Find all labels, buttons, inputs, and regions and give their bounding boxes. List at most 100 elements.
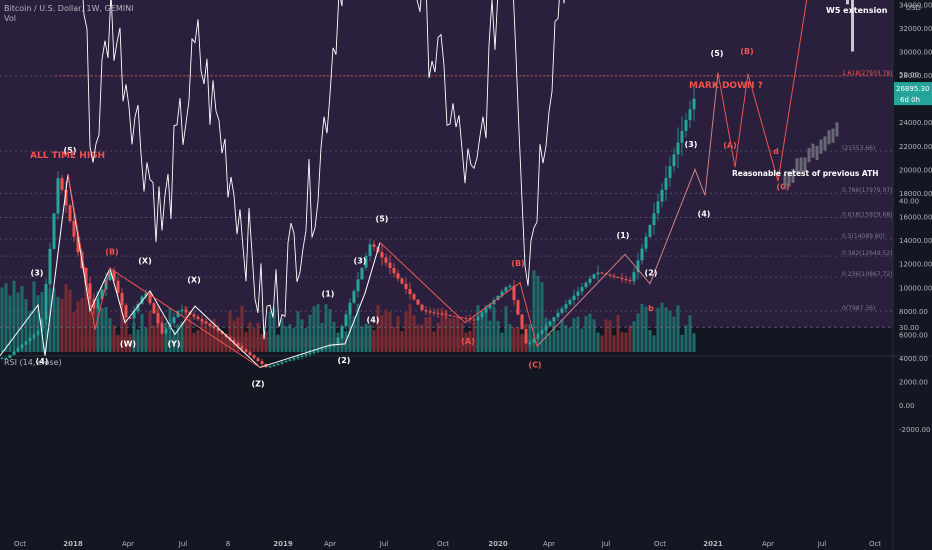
candle-body — [676, 142, 680, 155]
price-tick-label: 24000.00 — [899, 119, 932, 127]
candle-body — [624, 278, 628, 281]
candle-body — [664, 177, 668, 190]
candle-body — [100, 289, 104, 300]
candle-body — [480, 312, 484, 317]
projection-candle — [846, 0, 849, 5]
candle-body — [484, 308, 488, 313]
candle-body — [180, 309, 184, 312]
volume-bar — [664, 307, 668, 352]
volume-bar — [216, 324, 220, 352]
volume-bar — [368, 324, 372, 352]
candle-body — [656, 201, 660, 214]
candle-body — [44, 284, 48, 320]
price-tick-label: 22000.00 — [899, 143, 932, 151]
volume-bar — [516, 327, 520, 352]
volume-bar — [536, 275, 540, 352]
volume-bar — [220, 334, 224, 352]
candle-body — [128, 317, 132, 319]
wave-label: (4) — [698, 210, 711, 219]
candle-body — [508, 285, 512, 288]
rsi-band — [0, 0, 893, 328]
volume-bar — [352, 316, 356, 352]
candle-body — [476, 316, 480, 321]
volume-bar — [472, 323, 476, 352]
volume-bar — [456, 315, 460, 352]
x-tick-label: Oct — [869, 540, 881, 548]
candle-body — [344, 314, 348, 327]
volume-bar — [164, 322, 168, 352]
rsi-tick-label: 30.00 — [899, 324, 919, 332]
volume-bar — [196, 330, 200, 352]
candle-body — [72, 220, 76, 237]
volume-bar — [188, 316, 192, 352]
candle-body — [528, 342, 532, 344]
volume-bar — [416, 324, 420, 352]
candle-body — [652, 213, 656, 226]
candle-body — [520, 314, 524, 330]
candle-body — [184, 309, 188, 313]
candle-body — [368, 244, 372, 257]
volume-bar — [144, 327, 148, 352]
annotation-mark-down: MARK DOWN ? — [689, 81, 763, 91]
volume-bar — [588, 313, 592, 352]
volume-bar — [488, 320, 492, 352]
candle-body — [116, 280, 120, 293]
volume-bar — [572, 318, 576, 352]
volume-bar — [548, 333, 552, 352]
volume-bar — [292, 327, 296, 352]
candle-body — [292, 358, 296, 360]
volume-bar — [204, 327, 208, 352]
volume-bar — [84, 280, 88, 352]
wave-line-projection — [717, 0, 808, 182]
volume-bar — [148, 311, 152, 352]
candle-body — [108, 270, 112, 281]
candle-body — [416, 299, 420, 305]
wave-line-red — [379, 242, 538, 347]
candle-body — [260, 361, 264, 365]
candle-body — [680, 130, 684, 143]
candle-body — [572, 295, 576, 300]
volume-bar — [688, 315, 692, 352]
volume-bar — [92, 308, 96, 352]
candle-body — [516, 300, 520, 315]
candle-body — [76, 236, 80, 253]
volume-bar — [44, 300, 48, 352]
volume-bar — [324, 304, 328, 352]
wave-label: (W) — [120, 339, 136, 348]
volume-bar — [540, 282, 544, 352]
projection-candle — [835, 122, 839, 137]
volume-bar — [508, 324, 512, 352]
volume-bar — [108, 318, 112, 352]
candle-body — [464, 318, 468, 320]
projection-candle — [815, 145, 819, 161]
volume-bar — [432, 331, 436, 352]
candle-body — [356, 279, 360, 292]
volume-bar — [528, 324, 532, 352]
candle-body — [548, 321, 552, 326]
price-tick-label: 16000.00 — [899, 214, 932, 222]
volume-bar — [632, 321, 636, 352]
candle-body — [672, 154, 676, 167]
volume-label: Vol — [4, 14, 16, 23]
x-tick-label: Apr — [122, 540, 134, 548]
candle-body — [320, 348, 324, 350]
volume-bar — [600, 335, 604, 352]
volume-bar — [288, 324, 292, 352]
wave-label: (B) — [740, 47, 753, 56]
candle-body — [220, 331, 224, 335]
candle-body — [452, 315, 456, 317]
volume-bar — [620, 332, 624, 352]
candle-body — [312, 351, 316, 353]
volume-bar — [128, 334, 132, 352]
volume-bar — [636, 313, 640, 352]
price-tick-label: 8000.00 — [899, 308, 928, 316]
candle-body — [172, 317, 176, 324]
volume-bar — [396, 316, 400, 352]
x-tick-label: 2020 — [488, 540, 508, 548]
price-tick-label: 0.00 — [899, 402, 915, 410]
wave-label: (2) — [645, 269, 658, 278]
volume-bar — [264, 331, 268, 352]
candle-body — [288, 359, 292, 361]
annotation-all-time-high: ALL TIME HIGH — [30, 151, 105, 161]
x-tick-label: Oct — [437, 540, 449, 548]
